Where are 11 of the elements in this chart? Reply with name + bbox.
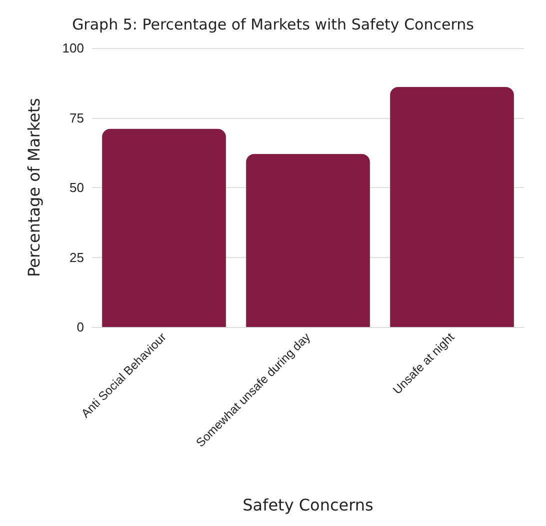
chart-title: Graph 5: Percentage of Markets with Safety Concerns — [72, 16, 474, 34]
bar — [102, 128, 226, 327]
y-tick-label: 75 — [70, 110, 84, 126]
y-tick-label: 100 — [62, 40, 84, 56]
y-tick-label: 50 — [70, 180, 84, 195]
y-axis-title: Percentage of Markets — [24, 98, 44, 277]
x-axis-title: Safety Concerns — [242, 496, 374, 514]
y-tick-label: 0 — [76, 320, 84, 334]
bar — [246, 154, 370, 327]
y-tick-label: 25 — [70, 250, 84, 265]
bar — [390, 87, 514, 327]
